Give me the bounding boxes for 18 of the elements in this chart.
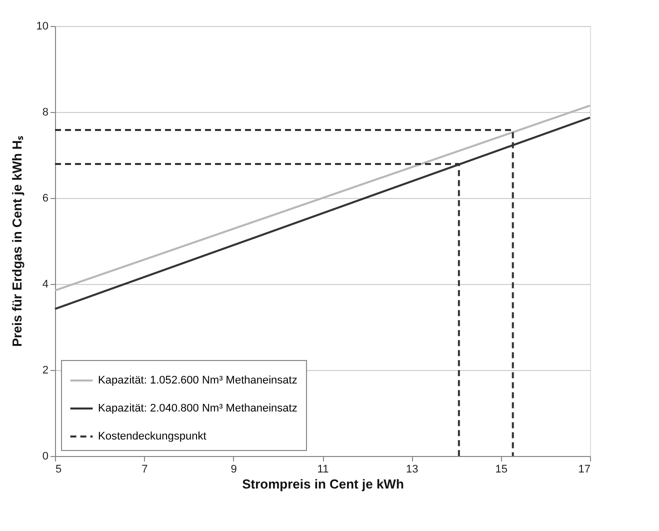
x-tick-label: 9 — [230, 464, 237, 476]
y-tick-label: 8 — [42, 106, 48, 118]
y-axis-title: Preis für Erdgas in Cent je kWh Hₛ — [9, 136, 24, 347]
x-tick-label: 11 — [317, 464, 329, 476]
legend-label: Kapazität: 2.040.800 Nm³ Methaneinsatz — [98, 402, 298, 414]
x-axis-title: Strompreis in Cent je kWh — [242, 476, 404, 492]
y-tick-label: 0 — [42, 450, 48, 462]
y-tick-label: 2 — [42, 364, 48, 376]
x-tick-label: 13 — [406, 464, 418, 476]
legend-label: Kostendeckungspunkt — [98, 430, 206, 442]
x-tick-label: 15 — [495, 464, 508, 476]
y-tick-label: 6 — [42, 192, 48, 204]
x-tick-label: 17 — [578, 464, 590, 476]
y-tick-label: 10 — [36, 20, 48, 32]
x-tick-label: 5 — [56, 464, 62, 476]
legend-label: Kapazität: 1.052.600 Nm³ Methaneinsatz — [98, 374, 298, 386]
x-tick-label: 7 — [142, 464, 148, 476]
y-tick-label: 4 — [42, 278, 48, 290]
